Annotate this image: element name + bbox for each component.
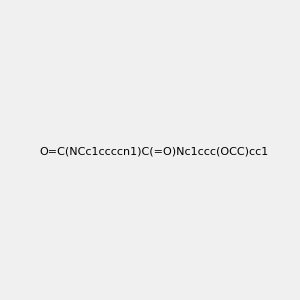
Text: O=C(NCc1ccccn1)C(=O)Nc1ccc(OCC)cc1: O=C(NCc1ccccn1)C(=O)Nc1ccc(OCC)cc1 bbox=[39, 146, 268, 157]
